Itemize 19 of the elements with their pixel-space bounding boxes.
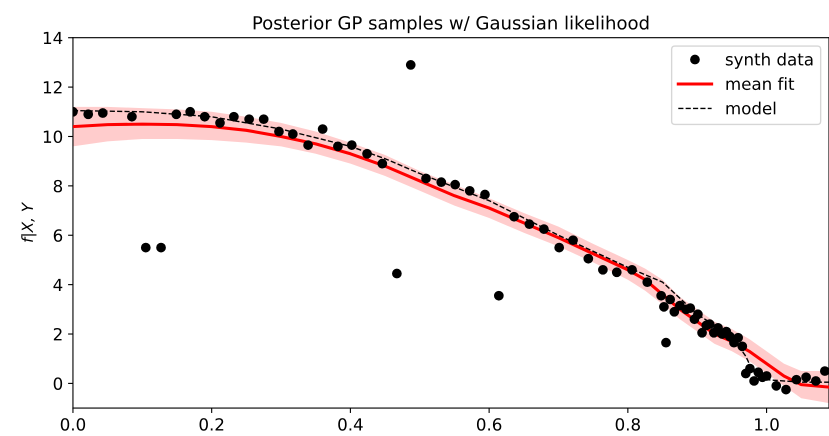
y-tick-label: 10 <box>44 130 62 144</box>
x-tick-label: 0.8 <box>616 418 640 431</box>
y-tick-label: 0 <box>54 377 62 390</box>
x-tick-label: 0.2 <box>200 418 224 431</box>
y-tick-label: 2 <box>54 328 62 340</box>
y-axis-title: f|X, Y <box>21 202 36 242</box>
y-tick-label: 14 <box>44 32 62 44</box>
chart-title: Posterior GP samples w/ Gaussian likelihood <box>254 16 648 34</box>
x-tick-label: 0.4 <box>338 418 363 431</box>
x-tick-label: 0.6 <box>476 418 502 431</box>
x-tick-label: 0.0 <box>60 418 86 431</box>
legend-label: synth data <box>726 52 812 69</box>
x-tick-label: 1.0 <box>755 418 779 431</box>
y-tick-label: 8 <box>54 180 62 192</box>
legend-label: mean fit <box>726 77 794 90</box>
y-tick-label: 4 <box>53 278 62 291</box>
y-tick-label: 6 <box>54 229 62 242</box>
y-tick-label: 12 <box>44 81 62 94</box>
legend-label: model <box>726 102 776 115</box>
